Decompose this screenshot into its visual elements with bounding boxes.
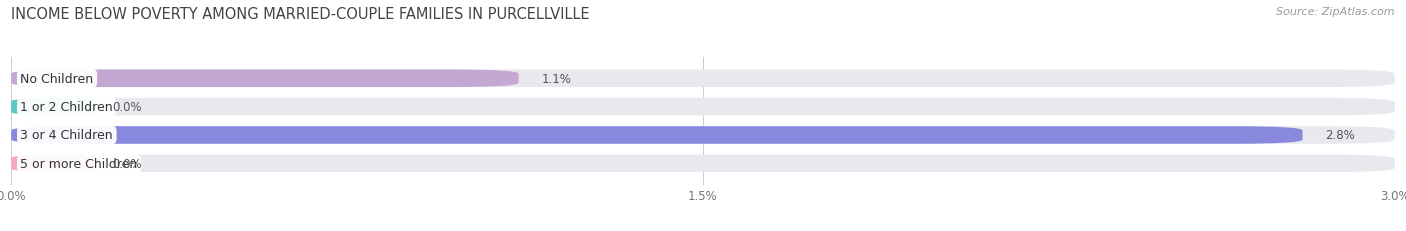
FancyBboxPatch shape <box>11 127 1395 144</box>
FancyBboxPatch shape <box>11 70 519 88</box>
Text: 2.8%: 2.8% <box>1326 129 1355 142</box>
Text: Source: ZipAtlas.com: Source: ZipAtlas.com <box>1277 7 1395 17</box>
FancyBboxPatch shape <box>11 155 1395 172</box>
Text: No Children: No Children <box>21 73 94 85</box>
FancyBboxPatch shape <box>11 70 1395 88</box>
Text: 5 or more Children: 5 or more Children <box>21 157 138 170</box>
Text: 0.0%: 0.0% <box>112 157 142 170</box>
FancyBboxPatch shape <box>11 98 1395 116</box>
Text: 3 or 4 Children: 3 or 4 Children <box>21 129 112 142</box>
Text: 0.0%: 0.0% <box>112 101 142 114</box>
Text: INCOME BELOW POVERTY AMONG MARRIED-COUPLE FAMILIES IN PURCELLVILLE: INCOME BELOW POVERTY AMONG MARRIED-COUPL… <box>11 7 591 22</box>
Text: 1.1%: 1.1% <box>541 73 571 85</box>
FancyBboxPatch shape <box>11 155 94 172</box>
FancyBboxPatch shape <box>11 98 94 116</box>
Text: 1 or 2 Children: 1 or 2 Children <box>21 101 112 114</box>
FancyBboxPatch shape <box>11 127 1302 144</box>
